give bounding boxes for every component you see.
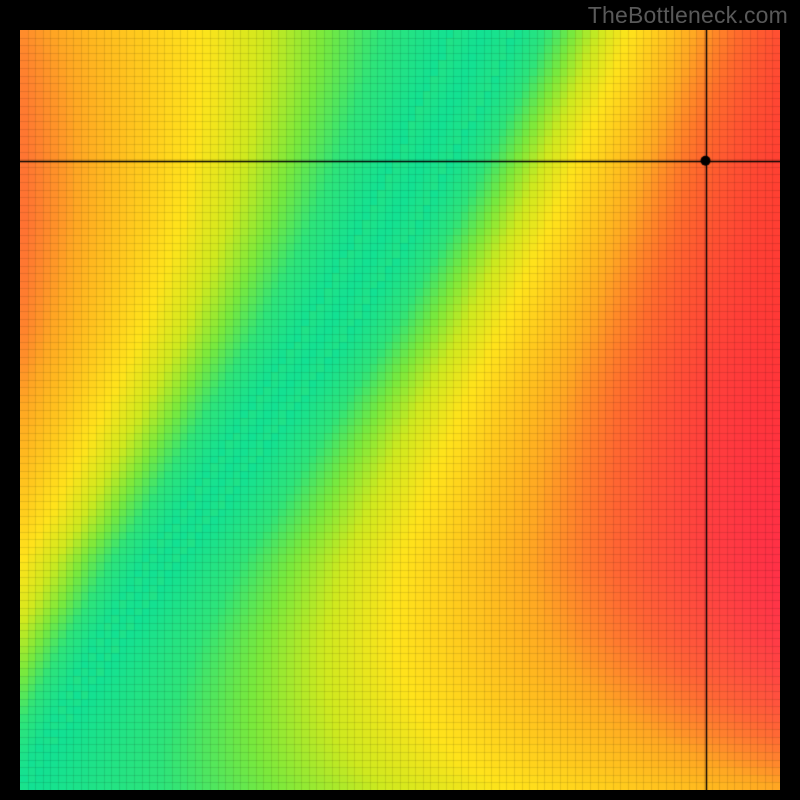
watermark-text: TheBottleneck.com: [588, 2, 788, 29]
heatmap-plot: [20, 30, 780, 790]
